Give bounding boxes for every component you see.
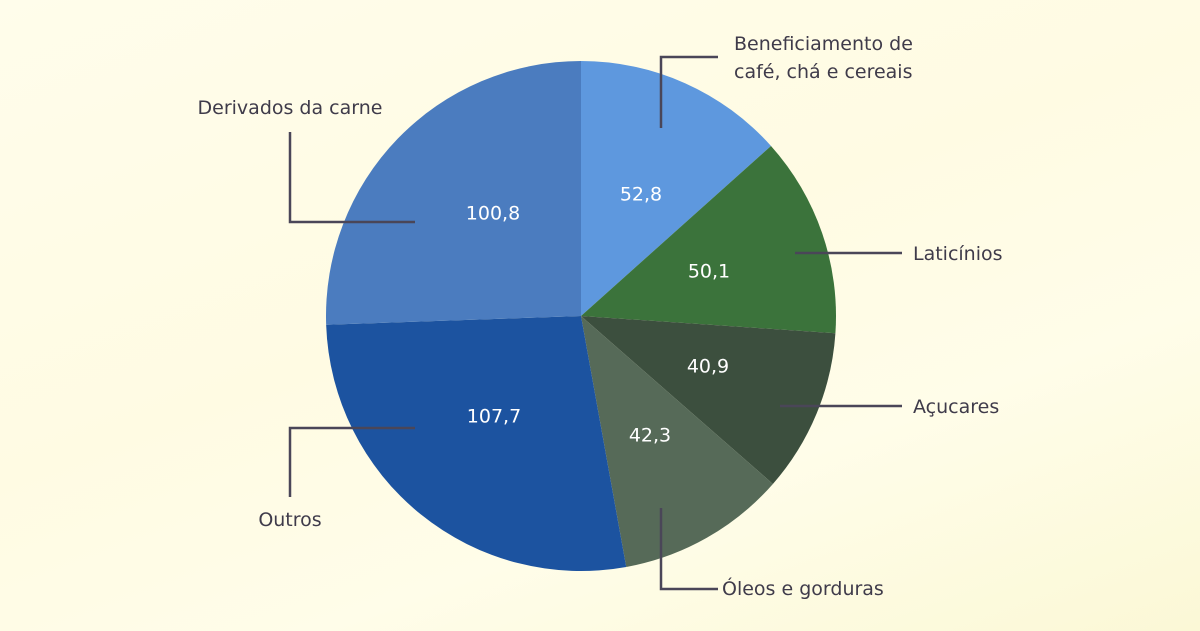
slice-category-label-3: Óleos e gorduras [722, 576, 884, 600]
slice-category-label-0: Beneficiamento de café, chá e cereais [734, 33, 913, 83]
leader-line-0 [659, 55, 718, 128]
pie-slice-5 [326, 61, 581, 325]
leader-line-3 [659, 508, 718, 591]
slice-category-label-5: Derivados da carne [198, 97, 383, 119]
pie-slice-1 [581, 145, 837, 334]
slice-value-label-3: 42,3 [629, 425, 671, 447]
slice-value-label-5: 100,8 [466, 203, 520, 225]
slice-category-label-4: Outros [258, 509, 321, 531]
slice-value-label-0: 52,8 [620, 184, 662, 206]
leader-lines [288, 55, 902, 591]
slice-value-label-2: 40,9 [687, 356, 729, 378]
pie-slice-2 [581, 316, 836, 484]
pie-slice-3 [581, 316, 773, 567]
value-labels: 52,8 50,1 40,9 42,3 107,7 100,8 [466, 184, 730, 447]
leader-line-4 [288, 426, 415, 497]
pie-slice-4 [326, 316, 627, 572]
category-labels: Beneficiamento de café, chá e cereais Lati… [198, 33, 1003, 600]
leader-line-5 [288, 132, 415, 224]
slice-value-label-4: 107,7 [467, 406, 521, 428]
slice-category-label-1: Laticínios [913, 243, 1003, 265]
pie-slices [326, 61, 837, 572]
pie-slice-0 [581, 61, 772, 316]
slice-value-label-1: 50,1 [688, 261, 730, 283]
slice-category-label-2: Açucares [913, 396, 999, 418]
